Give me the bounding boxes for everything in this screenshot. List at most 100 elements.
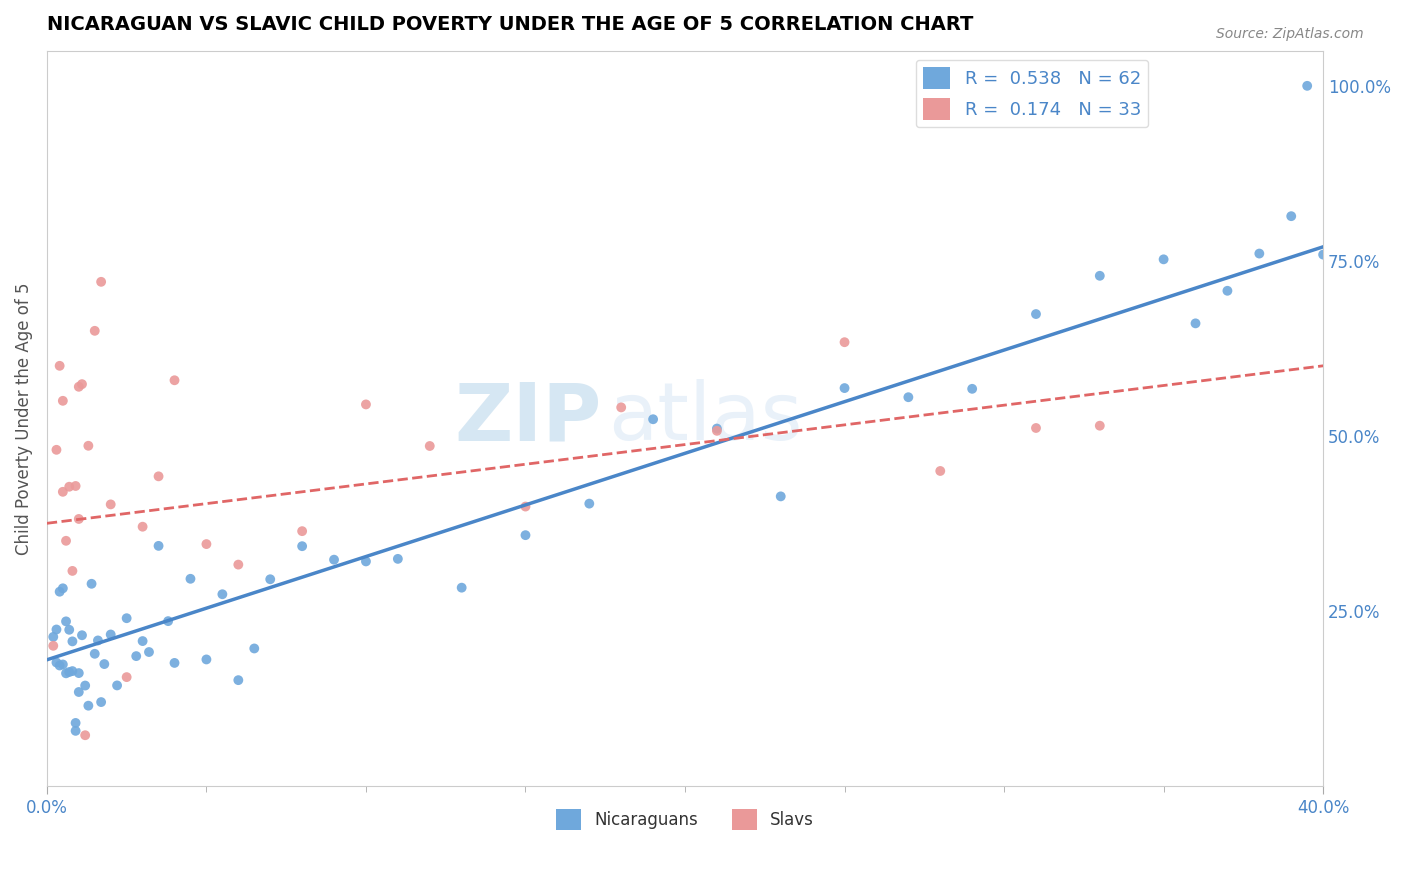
Point [62, 634, 84, 648]
Text: NICARAGUAN VS SLAVIC CHILD POVERTY UNDER THE AGE OF 5 CORRELATION CHART: NICARAGUAN VS SLAVIC CHILD POVERTY UNDER… [46, 15, 973, 34]
Point [90, 695, 112, 709]
Point [80, 576, 103, 591]
Point [58, 623, 80, 637]
Point [115, 611, 138, 625]
Text: Source: ZipAtlas.com: Source: ZipAtlas.com [1216, 27, 1364, 41]
Point [354, 554, 377, 568]
Point [610, 401, 633, 415]
Point [643, 412, 665, 426]
Text: atlas: atlas [609, 379, 803, 458]
Text: ZIP: ZIP [454, 379, 602, 458]
Point [77, 439, 100, 453]
Point [1088, 268, 1111, 283]
Point [228, 673, 250, 687]
Point [148, 469, 170, 483]
Point [163, 656, 186, 670]
Point [354, 397, 377, 411]
Point [1249, 246, 1271, 260]
Point [45, 623, 67, 637]
Point [65, 715, 87, 730]
Point [67, 666, 90, 681]
Point [1216, 284, 1239, 298]
Point [131, 519, 153, 533]
Point [578, 497, 600, 511]
Point [1153, 252, 1175, 267]
Point [1279, 209, 1302, 223]
Point [769, 489, 792, 503]
Point [52, 393, 75, 408]
Point [55, 615, 77, 629]
Point [1184, 317, 1206, 331]
Point [179, 572, 201, 586]
Point [42, 630, 65, 644]
Point [157, 614, 180, 628]
Point [960, 382, 983, 396]
Point [55, 533, 77, 548]
Point [706, 421, 728, 435]
Point [67, 512, 90, 526]
Point [125, 649, 148, 664]
Point [48, 359, 70, 373]
Point [1088, 418, 1111, 433]
Point [70, 377, 93, 392]
Y-axis label: Child Poverty Under the Age of 5: Child Poverty Under the Age of 5 [15, 282, 32, 555]
Point [1025, 421, 1047, 435]
Point [65, 723, 87, 738]
Point [163, 373, 186, 387]
Point [291, 524, 314, 538]
Point [228, 558, 250, 572]
Point [83, 324, 105, 338]
Point [450, 581, 472, 595]
Point [75, 728, 97, 742]
Point [62, 564, 84, 578]
Point [1296, 78, 1319, 93]
Point [58, 665, 80, 679]
Point [93, 657, 115, 671]
Point [515, 528, 537, 542]
Point [75, 679, 97, 693]
Point [55, 666, 77, 681]
Point [45, 656, 67, 670]
Point [195, 537, 218, 551]
Point [87, 633, 110, 648]
Point [100, 497, 122, 511]
Point [1025, 307, 1047, 321]
Point [148, 539, 170, 553]
Point [897, 390, 920, 404]
Point [58, 480, 80, 494]
Point [52, 657, 75, 672]
Point [131, 634, 153, 648]
Point [52, 484, 75, 499]
Point [419, 439, 441, 453]
Point [90, 275, 112, 289]
Point [259, 572, 281, 586]
Point [195, 652, 218, 666]
Point [100, 627, 122, 641]
Legend: Nicaraguans, Slavs: Nicaraguans, Slavs [550, 803, 821, 836]
Point [834, 381, 856, 395]
Point [834, 335, 856, 350]
Point [243, 641, 266, 656]
Point [138, 645, 160, 659]
Point [45, 442, 67, 457]
Point [83, 647, 105, 661]
Point [48, 658, 70, 673]
Point [42, 639, 65, 653]
Point [929, 464, 952, 478]
Point [70, 628, 93, 642]
Point [77, 698, 100, 713]
Point [1312, 247, 1334, 261]
Point [291, 539, 314, 553]
Point [67, 685, 90, 699]
Point [62, 664, 84, 678]
Point [52, 582, 75, 596]
Point [323, 552, 346, 566]
Point [48, 584, 70, 599]
Point [67, 380, 90, 394]
Point [115, 670, 138, 684]
Point [105, 678, 128, 692]
Point [211, 587, 233, 601]
Point [65, 479, 87, 493]
Point [706, 424, 728, 438]
Point [387, 552, 409, 566]
